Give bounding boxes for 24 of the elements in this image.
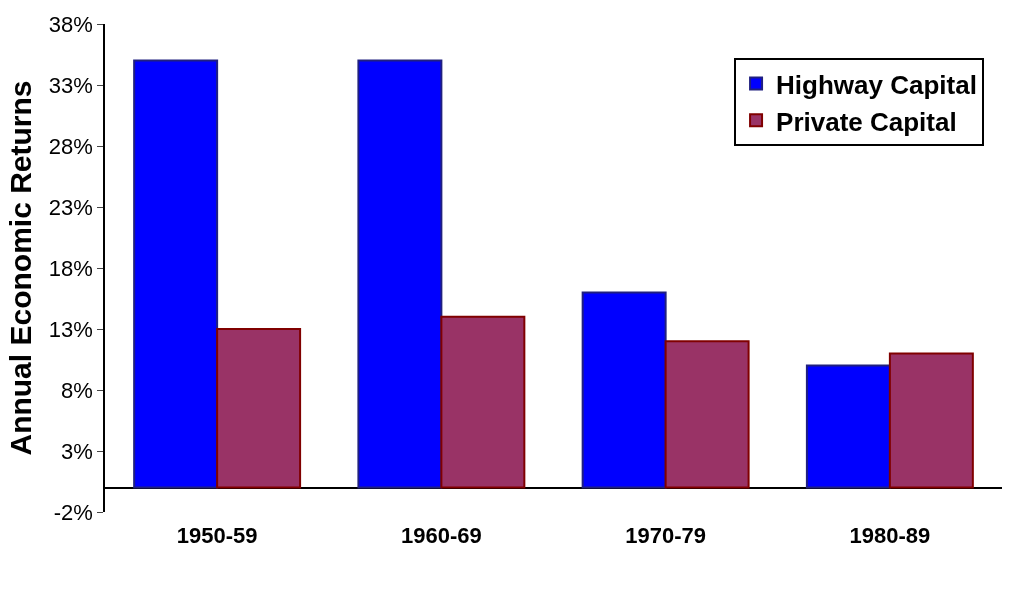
bar	[357, 59, 443, 489]
y-tick-label: -2%	[53, 499, 93, 525]
bar	[888, 352, 974, 489]
y-axis-title: Annual Economic Returns	[4, 80, 38, 456]
x-tick-label: 1980-89	[849, 523, 931, 548]
bar	[133, 59, 219, 489]
bar	[581, 291, 667, 489]
y-tick-label: 38%	[48, 11, 93, 37]
y-tick-label: 18%	[48, 255, 93, 281]
bar	[805, 364, 891, 489]
bar	[440, 315, 526, 489]
y-tick-label: 28%	[48, 133, 93, 159]
legend-label: Highway Capital	[776, 69, 977, 100]
y-tick-label: 8%	[61, 377, 93, 403]
x-tick-label: 1970-79	[625, 523, 707, 548]
bar	[216, 328, 302, 489]
x-tick-label: 1960-69	[401, 523, 482, 548]
y-tick-label: 23%	[48, 194, 93, 220]
legend-label: Private Capital	[776, 106, 957, 137]
y-tick-label: 3%	[61, 438, 93, 464]
y-tick-label: 13%	[48, 316, 93, 342]
y-tick-label: 33%	[48, 72, 93, 98]
bar	[664, 340, 750, 489]
x-tick-label: 1950-59	[176, 523, 258, 548]
